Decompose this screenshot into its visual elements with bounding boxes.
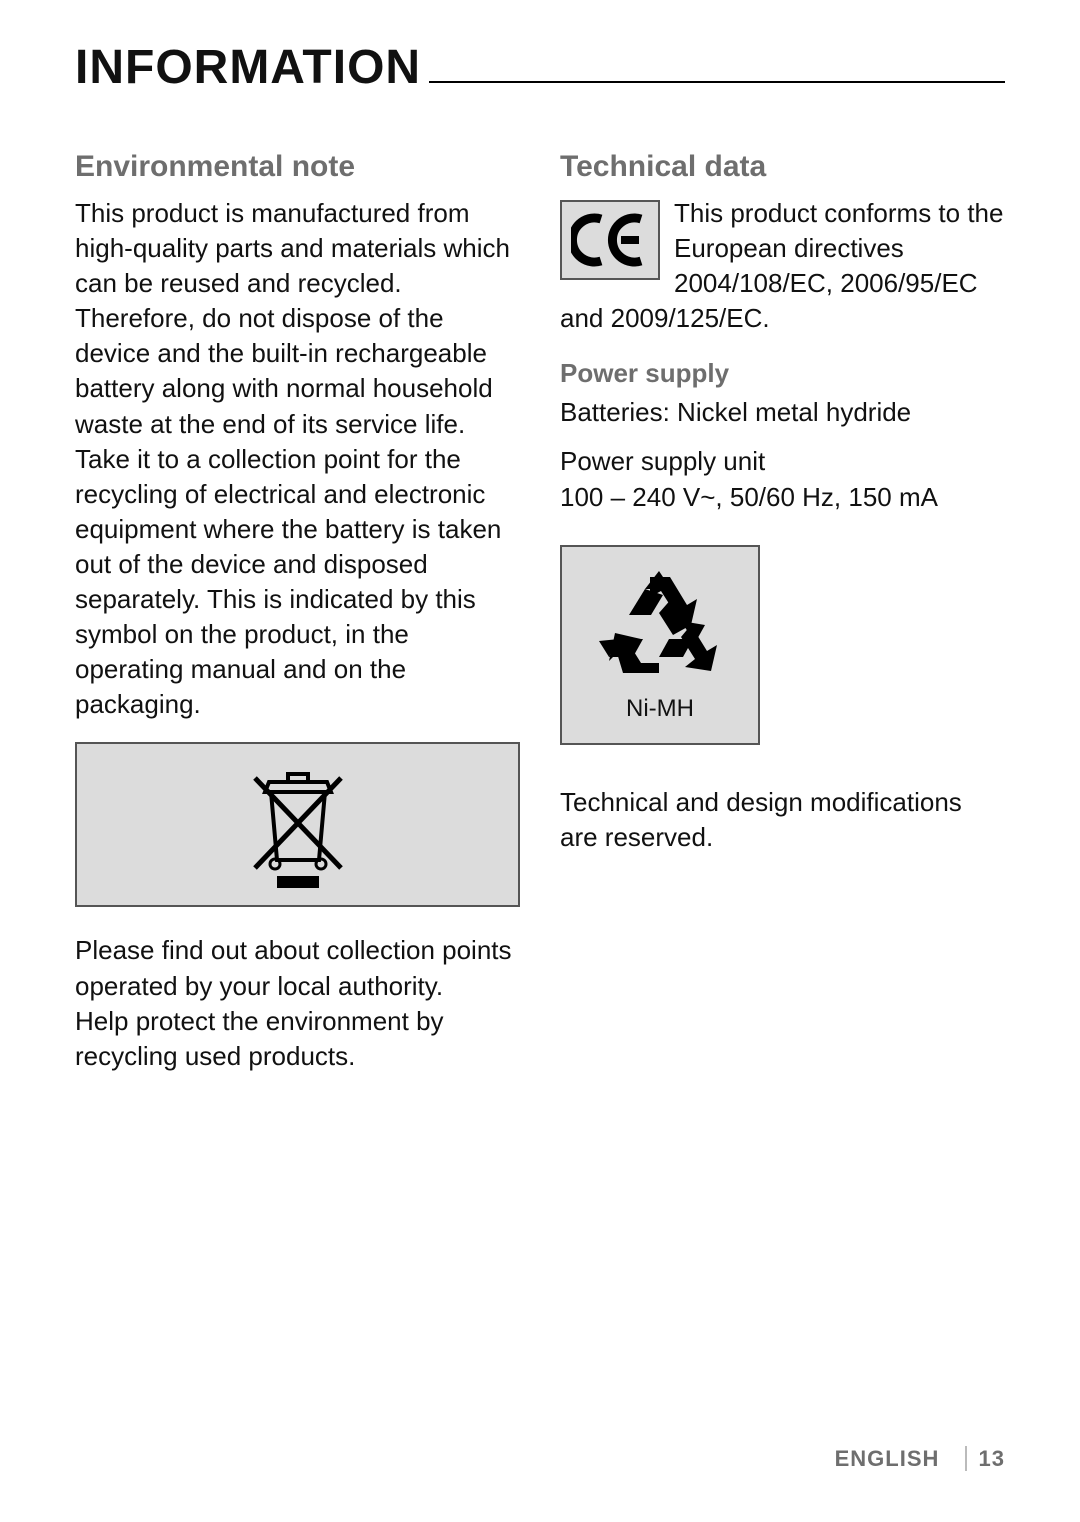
page-footer: ENGLISH 13 [835, 1446, 1005, 1472]
batteries-line: Batteries: Nickel metal hydride [560, 395, 1005, 430]
recycle-icon [595, 569, 725, 689]
power-heading: Power supply [560, 358, 1005, 389]
footer-page-number: 13 [965, 1446, 1005, 1471]
psu-line2: 100 – 240 V~, 50/60 Hz, 150 mA [560, 480, 1005, 515]
title-rule [429, 81, 1005, 83]
footer-language: ENGLISH [835, 1446, 940, 1471]
page-title-row: INFORMATION [75, 40, 1005, 95]
ce-figure [560, 200, 660, 280]
env-heading: Environmental note [75, 150, 520, 184]
ce-mark-icon [571, 213, 649, 267]
nimh-figure: Ni-MH [560, 545, 760, 745]
weee-figure [75, 742, 520, 907]
page-title: INFORMATION [75, 40, 421, 95]
left-column: Environmental note This product is manuf… [75, 150, 520, 1074]
env-p4: Help protect the environment by recyclin… [75, 1004, 520, 1074]
env-p2: Take it to a collection point for the re… [75, 442, 520, 723]
psu-line1: Power supply unit [560, 444, 1005, 479]
reserve-text: Technical and design modifications are r… [560, 785, 1005, 855]
conformity-block: This product conforms to the European di… [560, 196, 1005, 336]
env-p1: This product is manufactured from high-q… [75, 196, 520, 442]
nimh-label: Ni-MH [626, 695, 694, 723]
env-p3: Please find out about collection points … [75, 933, 520, 1003]
content-columns: Environmental note This product is manuf… [75, 150, 1005, 1074]
tech-heading: Technical data [560, 150, 1005, 184]
weee-crossed-bin-icon [243, 760, 353, 890]
right-column: Technical data This product conforms to … [560, 150, 1005, 1074]
